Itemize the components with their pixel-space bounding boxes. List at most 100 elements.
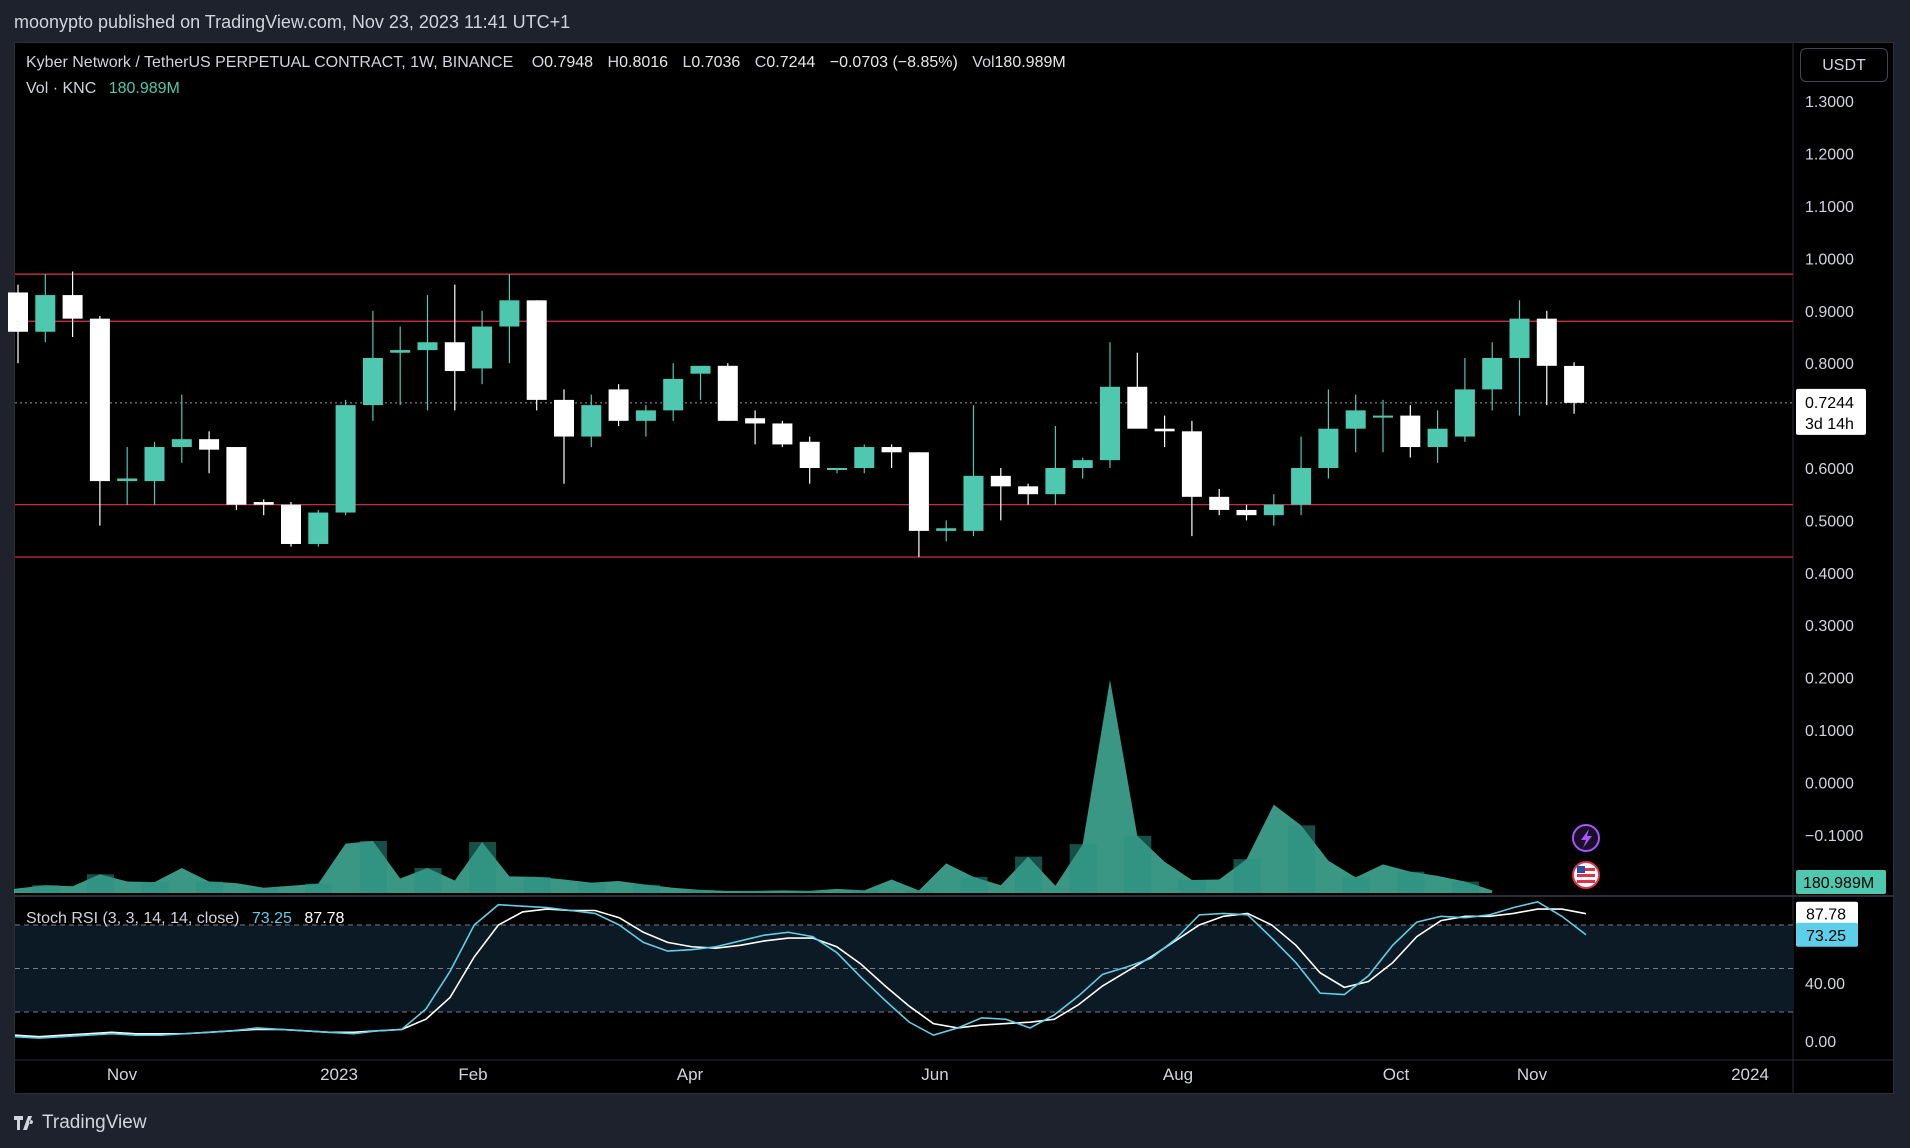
candle-body: [1236, 509, 1257, 516]
change-value: −0.0703 (−8.85%): [829, 54, 958, 71]
candle-body: [1482, 357, 1503, 390]
time-axis-label: Aug: [1163, 1065, 1193, 1084]
candle-body: [444, 342, 465, 372]
chart-pane[interactable]: [14, 42, 1894, 1094]
price-tick-label: 1.3000: [1805, 94, 1854, 111]
candle-body: [335, 405, 356, 513]
candle-body: [144, 447, 165, 482]
volume-bar: [1342, 877, 1370, 893]
stoch-tick-label: 40.00: [1805, 976, 1845, 993]
volume-bar: [414, 868, 442, 893]
volume-bar: [1124, 835, 1152, 893]
volume-badge: [1796, 870, 1886, 894]
time-axis-label: Nov: [107, 1065, 138, 1084]
volume-bar: [469, 842, 497, 893]
candle-body: [1509, 318, 1530, 358]
candle-body: [472, 326, 493, 369]
tradingview-brand[interactable]: TradingView: [42, 1112, 147, 1133]
price-tick-label: 0.4000: [1805, 566, 1854, 583]
candle-body: [990, 475, 1011, 487]
candle-body: [635, 410, 656, 421]
volume-legend[interactable]: Vol · KNC 180.989M: [26, 80, 180, 98]
series-legend[interactable]: Kyber Network / TetherUS PERPETUAL CONTR…: [26, 54, 1076, 72]
candle-body: [881, 447, 902, 453]
volume-bar: [141, 882, 169, 893]
candle-body: [1127, 386, 1148, 429]
footer: TradingView: [14, 1108, 147, 1138]
candle-body: [8, 292, 28, 332]
candle-body: [663, 378, 684, 411]
volume-bar: [1069, 844, 1097, 893]
candle-body: [35, 295, 56, 332]
volume-bar: [1015, 856, 1043, 893]
close-label: C: [754, 54, 767, 71]
stoch-d-badge: [1796, 901, 1858, 926]
close-value: 0.7244: [766, 54, 816, 71]
volume-bar: [32, 885, 60, 893]
candle-body: [1291, 468, 1312, 505]
last-price-badge: [1796, 388, 1866, 435]
candle-body: [690, 365, 711, 374]
volume-bar: [305, 883, 333, 893]
high-value: 0.8016: [619, 54, 669, 71]
candle-body: [1209, 496, 1230, 510]
price-tick-label: 0.3000: [1805, 618, 1854, 635]
high-label: H: [607, 54, 620, 71]
volume-bar: [1233, 859, 1261, 893]
candle-body: [772, 423, 793, 445]
price-tick-label: 1.1000: [1805, 199, 1854, 216]
symbol-title[interactable]: Kyber Network / TetherUS PERPETUAL CONTR…: [26, 54, 514, 71]
candle-body: [1400, 415, 1421, 448]
price-tick-label: 0.2000: [1805, 671, 1854, 688]
volume-bar: [86, 874, 114, 893]
candle-body: [745, 418, 766, 424]
candle-body: [1564, 365, 1585, 403]
candle-body: [1373, 415, 1393, 418]
volume-bar: [905, 890, 933, 893]
candle-body: [799, 441, 820, 468]
candle-body: [1045, 468, 1066, 495]
candle-body: [1454, 389, 1475, 437]
price-tick-label: 1.0000: [1805, 251, 1854, 268]
volume-bar: [742, 890, 770, 893]
stoch-rsi-legend[interactable]: Stoch RSI (3, 3, 14, 14, close) 73.25 87…: [26, 910, 344, 928]
candle-body: [308, 512, 329, 544]
time-axis-label: Feb: [458, 1065, 487, 1084]
volume-bar: [359, 841, 387, 893]
open-value: 0.7948: [544, 54, 594, 71]
volume-bar: [1397, 871, 1425, 893]
volume-bar: [1451, 881, 1479, 893]
candle-body: [608, 389, 629, 421]
volume-bar: [960, 876, 988, 893]
price-tick-label: 0.6000: [1805, 461, 1854, 478]
candle-body: [89, 318, 110, 482]
candle-body: [171, 439, 192, 448]
volume-bar: [523, 876, 551, 893]
stoch-d-badge-value: 87.78: [1806, 907, 1846, 924]
last-price-value: 0.7244: [1805, 395, 1854, 412]
stoch-k-value: 73.25: [251, 910, 292, 927]
volume-bar: [578, 882, 606, 893]
candle-body: [1154, 428, 1175, 432]
candle-body: [554, 399, 574, 437]
volume-bar: [250, 887, 278, 893]
volume-label: Vol: [972, 54, 995, 71]
us-flag-canton: [1577, 866, 1585, 873]
open-label: O: [531, 54, 545, 71]
candle-body: [117, 478, 138, 482]
time-axis-label: Nov: [1517, 1065, 1548, 1084]
low-label: L: [682, 54, 692, 71]
candle-body: [526, 300, 547, 400]
time-axis-label: Apr: [677, 1065, 704, 1084]
candle-body: [281, 504, 301, 544]
currency-button[interactable]: USDT: [1800, 48, 1888, 82]
volume-value: 180.989M: [994, 54, 1066, 71]
us-flag-stripe: [1577, 874, 1595, 877]
price-countdown: 3d 14h: [1805, 416, 1854, 433]
time-axis-label: 2023: [320, 1065, 358, 1084]
price-tick-label: 0.0000: [1805, 775, 1854, 792]
candle-body: [1018, 486, 1039, 495]
us-flag-stripe: [1577, 868, 1595, 871]
candle-body: [963, 475, 984, 531]
